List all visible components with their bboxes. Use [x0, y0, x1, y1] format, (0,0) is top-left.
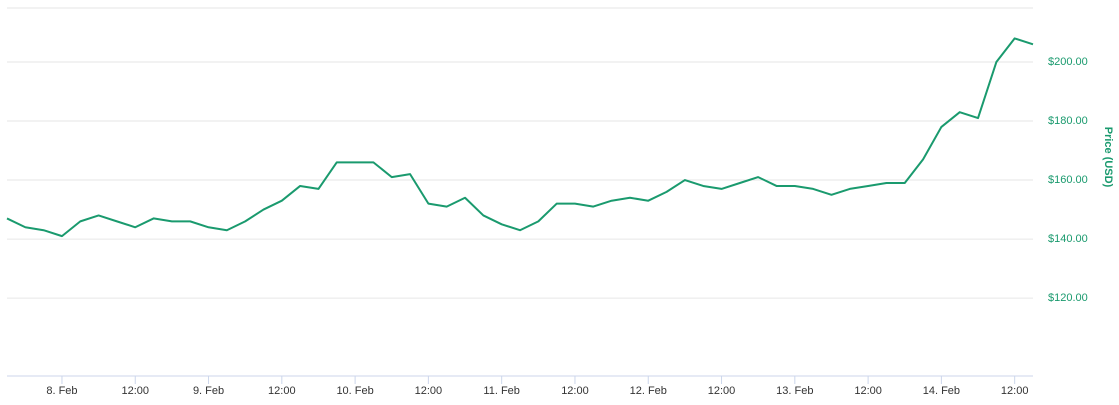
x-tick-label: 11. Feb	[483, 385, 520, 397]
x-tick-label: 14. Feb	[923, 385, 960, 397]
x-tick-label: 12:00	[854, 385, 882, 397]
x-tick-label: 12:00	[268, 385, 296, 397]
x-tick-label: 10. Feb	[336, 385, 373, 397]
x-tick-label: 12:00	[121, 385, 149, 397]
y-tick-label: $180.00	[1048, 115, 1088, 127]
y-tick-label: $120.00	[1048, 292, 1088, 304]
x-tick-label: 12. Feb	[630, 385, 667, 397]
x-tick-label: 12:00	[708, 385, 736, 397]
y-tick-label: $160.00	[1048, 174, 1088, 186]
x-tick-label: 12:00	[561, 385, 589, 397]
x-tick-label: 12:00	[1001, 385, 1029, 397]
y-tick-label: $140.00	[1048, 233, 1088, 245]
y-tick-label: $200.00	[1048, 56, 1088, 68]
x-tick-label: 9. Feb	[193, 385, 224, 397]
x-tick-label: 12:00	[415, 385, 443, 397]
x-tick-label: 8. Feb	[46, 385, 77, 397]
y-axis-title: Price (USD)	[1102, 127, 1114, 188]
x-tick-label: 13. Feb	[776, 385, 813, 397]
price-line	[6, 37, 1034, 238]
